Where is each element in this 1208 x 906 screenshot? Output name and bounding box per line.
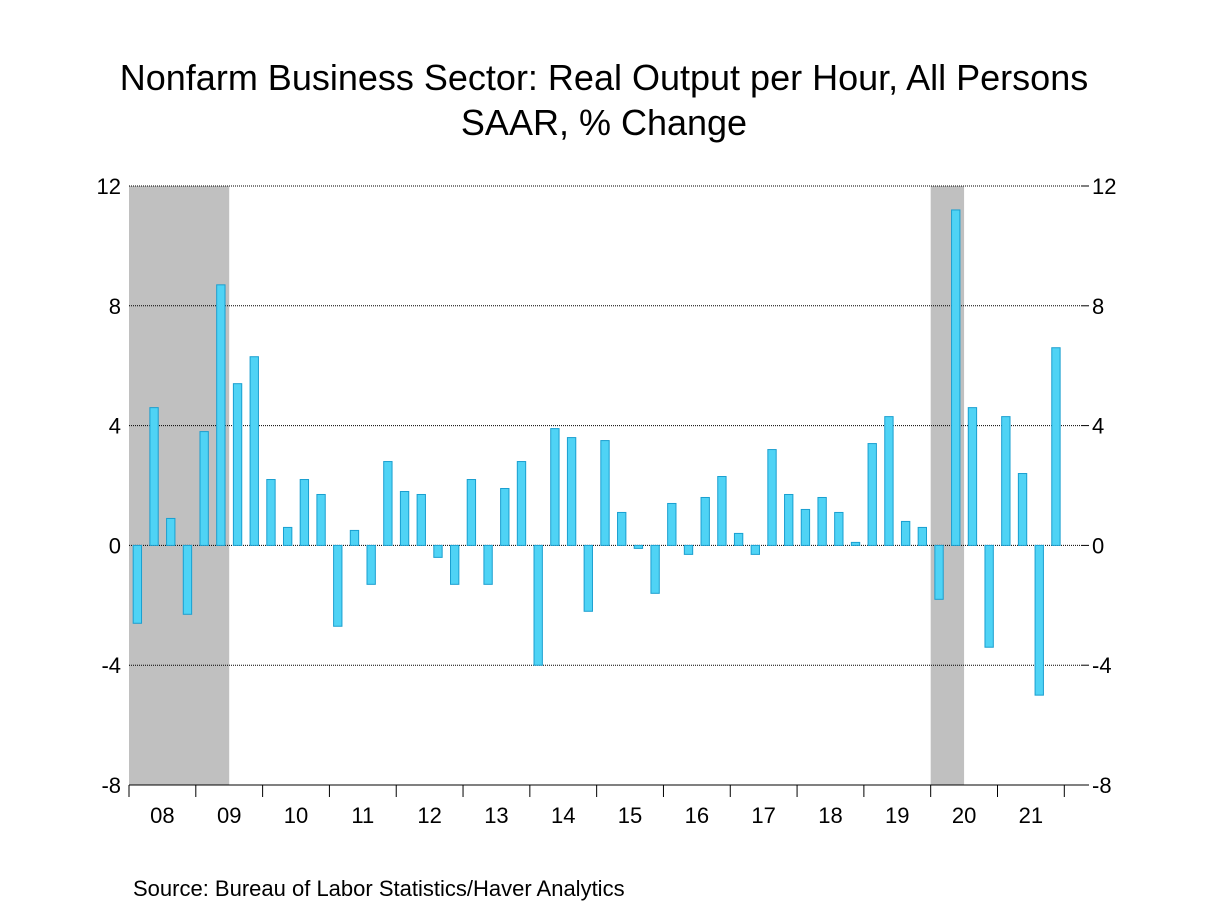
bar-2012Q4 <box>450 544 460 585</box>
bar-2019Q3 <box>900 520 911 546</box>
bar-2016Q2 <box>683 544 694 555</box>
bar-2010Q4 <box>316 493 326 546</box>
x-tick-label: 18 <box>818 803 842 828</box>
bar-2015Q2 <box>617 511 627 546</box>
bar-2012Q2 <box>416 493 426 546</box>
bar-2020Q4 <box>984 544 994 648</box>
bar-2014Q2 <box>550 428 560 546</box>
x-tick-label: 17 <box>751 803 775 828</box>
bar-2013Q3 <box>500 487 510 546</box>
bar-2015Q4 <box>650 544 660 594</box>
bar-2021Q2 <box>1017 473 1028 546</box>
recession-shade-0 <box>129 186 230 785</box>
bar-2016Q4 <box>717 476 727 546</box>
bar-2019Q2 <box>884 416 894 546</box>
bar-2013Q4 <box>516 461 527 546</box>
bar-2021Q3 <box>1034 544 1044 696</box>
y-tick-label-right: 8 <box>1092 294 1104 319</box>
bar-2014Q4 <box>583 544 593 612</box>
x-tick-label: 13 <box>484 803 508 828</box>
bar-2018Q1 <box>800 508 811 546</box>
bar-2009Q4 <box>249 356 259 546</box>
chart-subtitle: SAAR, % Change <box>460 102 748 143</box>
bar-2011Q4 <box>383 461 393 546</box>
x-tick-label: 10 <box>284 803 308 828</box>
bar-2020Q2 <box>951 209 961 546</box>
x-tick-label: 09 <box>217 803 241 828</box>
bar-2009Q3 <box>232 383 243 546</box>
bar-2018Q2 <box>817 496 827 546</box>
bar-2018Q4 <box>850 541 861 546</box>
bar-2016Q3 <box>700 496 710 546</box>
bar-2017Q4 <box>784 493 794 546</box>
source-note: Source: Bureau of Labor Statistics/Haver… <box>133 876 625 901</box>
bar-2010Q3 <box>299 479 310 546</box>
bar-2017Q3 <box>767 449 777 546</box>
bar-2020Q3 <box>967 407 978 546</box>
y-tick-label-left: 0 <box>109 533 121 558</box>
y-tick-label-left: 4 <box>109 414 121 439</box>
bar-2011Q1 <box>333 544 343 627</box>
bar-2012Q1 <box>399 490 410 546</box>
y-tick-label-left: -8 <box>101 773 121 798</box>
bar-2019Q4 <box>917 526 928 546</box>
y-tick-label-left: -4 <box>101 653 121 678</box>
bar-2012Q3 <box>433 544 443 558</box>
bar-2013Q2 <box>483 544 493 585</box>
bar-2009Q1 <box>199 431 209 546</box>
y-tick-label-right: 4 <box>1092 414 1104 439</box>
bar-2008Q4 <box>182 544 193 615</box>
chart-title: Nonfarm Business Sector: Real Output per… <box>119 57 1089 98</box>
bar-2014Q1 <box>533 544 543 666</box>
bar-2010Q1 <box>266 479 276 546</box>
x-tick-label: 08 <box>150 803 174 828</box>
bar-2009Q2 <box>216 284 226 546</box>
bar-2010Q2 <box>282 526 293 546</box>
bar-2016Q1 <box>667 502 677 546</box>
bar-2021Q1 <box>1001 416 1011 546</box>
y-tick-label-right: -4 <box>1092 653 1112 678</box>
x-tick-label: 19 <box>885 803 909 828</box>
bar-2020Q1 <box>934 544 944 600</box>
y-tick-label-left: 12 <box>97 174 121 199</box>
x-tick-label: 11 <box>351 803 374 828</box>
y-tick-label-right: -8 <box>1092 773 1112 798</box>
x-tick-label: 14 <box>551 803 575 828</box>
bar-2008Q1 <box>132 544 143 624</box>
x-tick-label: 21 <box>1019 803 1043 828</box>
bar-2011Q3 <box>366 544 376 585</box>
bar-2017Q2 <box>750 544 760 555</box>
bar-2008Q2 <box>149 407 159 546</box>
y-tick-label-left: 8 <box>109 294 121 319</box>
y-tick-label-right: 0 <box>1092 533 1104 558</box>
x-tick-label: 16 <box>685 803 709 828</box>
x-tick-label: 15 <box>618 803 642 828</box>
x-tick-label: 12 <box>417 803 441 828</box>
bar-2019Q1 <box>867 443 877 546</box>
bar-2015Q1 <box>600 440 610 546</box>
bar-2011Q2 <box>349 529 360 546</box>
bar-2014Q3 <box>566 437 577 546</box>
bar-2021Q4 <box>1051 347 1061 546</box>
bar-2018Q3 <box>834 511 844 546</box>
bar-2008Q3 <box>166 517 176 546</box>
bar-2013Q1 <box>466 479 477 546</box>
bar-2017Q1 <box>733 532 744 546</box>
x-tick-label: 20 <box>952 803 976 828</box>
y-tick-label-right: 12 <box>1092 174 1116 199</box>
bar-2015Q3 <box>633 544 644 549</box>
